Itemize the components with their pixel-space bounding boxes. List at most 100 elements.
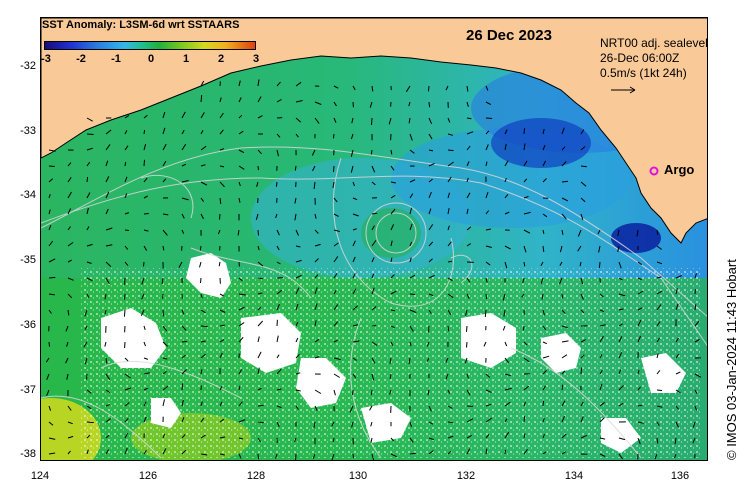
current-vector — [485, 117, 493, 119]
current-vector — [542, 128, 545, 135]
current-vector — [371, 341, 378, 346]
current-vector — [447, 389, 451, 394]
current-vector — [504, 373, 511, 377]
green-eddy — [361, 208, 421, 258]
current-vector — [618, 437, 626, 441]
current-vector — [200, 340, 206, 343]
current-vector — [86, 176, 89, 183]
current-vector — [238, 293, 246, 296]
current-vector — [333, 117, 337, 123]
current-vector — [465, 309, 468, 316]
current-vector — [143, 341, 146, 347]
current-vector — [674, 453, 677, 459]
current-vector — [428, 178, 433, 183]
current-vector — [162, 385, 169, 391]
current-vector — [466, 85, 469, 92]
current-vector — [523, 416, 526, 423]
current-vector — [637, 421, 644, 424]
current-vector — [618, 385, 624, 391]
current-vector — [561, 400, 566, 407]
legend-text: NRT00 adj. sealevel 26-Dec 06:00Z 0.5m/s… — [600, 36, 708, 81]
current-vector — [48, 149, 56, 152]
current-vector — [483, 341, 487, 347]
current-vector — [238, 385, 241, 391]
current-vector — [200, 369, 203, 375]
current-vector — [219, 324, 225, 327]
y-tick: -33 — [20, 125, 36, 137]
current-vector — [257, 453, 260, 460]
map-date: 26 Dec 2023 — [466, 27, 552, 44]
current-vector — [48, 421, 54, 426]
current-vector — [86, 207, 89, 215]
current-vector — [427, 389, 430, 396]
current-vector — [295, 389, 301, 392]
current-vector — [504, 129, 508, 135]
current-vector — [124, 145, 129, 151]
current-vector — [238, 165, 245, 170]
current-vector — [405, 85, 411, 93]
current-vector — [331, 453, 335, 460]
current-vector — [295, 372, 301, 375]
current-vector — [48, 209, 51, 215]
current-vector — [409, 179, 416, 183]
current-vector — [485, 277, 488, 283]
current-vector — [637, 277, 642, 281]
current-vector — [200, 277, 202, 284]
colorbar-tick: -1 — [111, 53, 121, 65]
map-title: SST Anomaly: L3SM-6d wrt SSTAARS — [42, 19, 240, 31]
current-vector — [428, 133, 433, 140]
current-vector — [352, 357, 357, 361]
current-vector — [369, 101, 373, 108]
current-vector — [523, 211, 531, 215]
legend-arrowhead — [629, 86, 636, 94]
current-vector — [540, 277, 544, 285]
current-vector — [350, 133, 354, 140]
current-vector — [333, 289, 337, 295]
current-vector — [580, 197, 586, 203]
current-vector — [523, 196, 529, 199]
current-vector — [181, 369, 187, 375]
current-vector — [371, 273, 375, 279]
current-vector — [504, 431, 510, 439]
current-vector — [86, 261, 92, 264]
current-vector — [371, 325, 377, 327]
current-vector — [333, 101, 337, 107]
current-vector — [314, 287, 318, 295]
current-vector — [350, 165, 354, 173]
current-vector — [333, 273, 338, 279]
current-vector — [390, 453, 398, 458]
current-vector — [408, 357, 411, 365]
y-tick: -38 — [20, 448, 36, 460]
current-vector — [371, 117, 373, 126]
current-vector — [276, 245, 280, 251]
current-vector — [143, 372, 150, 375]
current-vector — [694, 289, 696, 295]
current-vector — [275, 213, 278, 219]
current-vector — [86, 161, 91, 167]
current-vector — [257, 79, 260, 87]
current-vector — [181, 354, 186, 359]
current-vector — [485, 373, 491, 378]
current-vector — [352, 288, 357, 295]
current-vector — [466, 325, 468, 332]
current-vector — [181, 180, 189, 183]
argo-marker — [649, 166, 659, 176]
current-vector — [257, 367, 260, 375]
current-vector — [162, 111, 166, 119]
current-vector — [542, 229, 545, 235]
current-vector — [294, 197, 297, 204]
y-tick: -36 — [20, 319, 36, 331]
current-vector — [314, 229, 319, 234]
current-vector — [445, 357, 449, 363]
current-vector — [143, 114, 148, 119]
current-vector — [542, 400, 545, 407]
current-vector — [276, 335, 279, 343]
current-vector — [674, 437, 677, 445]
current-vector — [257, 437, 262, 443]
current-vector — [333, 213, 339, 217]
current-vector — [409, 257, 412, 263]
sst-map[interactable] — [40, 17, 708, 461]
current-vector — [84, 357, 88, 365]
colorbar-tick: 1 — [182, 53, 190, 65]
current-vector — [561, 229, 564, 235]
